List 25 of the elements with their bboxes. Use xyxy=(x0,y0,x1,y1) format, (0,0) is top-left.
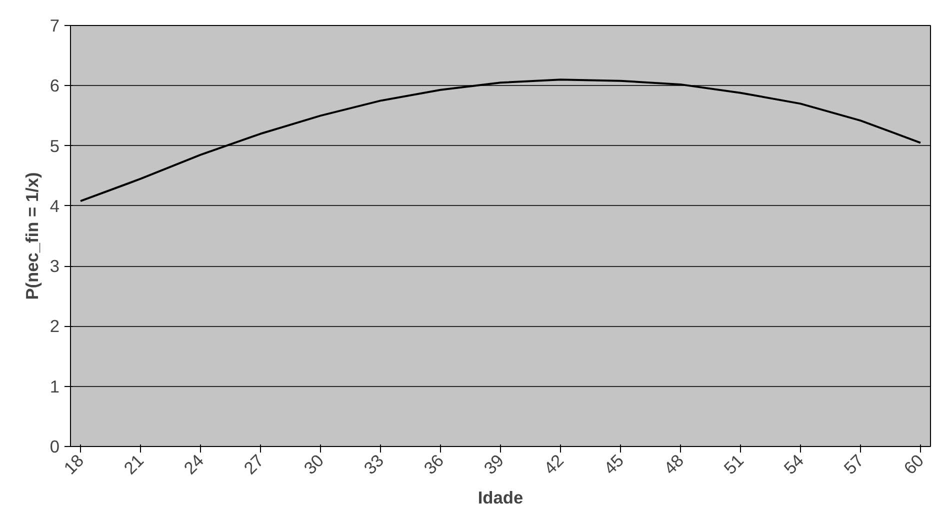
y-tick-label: 6 xyxy=(50,76,60,96)
y-tick-label: 4 xyxy=(50,196,60,216)
x-tick-label: 39 xyxy=(480,450,508,478)
x-tick-label: 36 xyxy=(420,450,448,478)
x-tick-label: 30 xyxy=(300,450,328,478)
x-tick-label: 18 xyxy=(60,450,88,478)
x-tick-label: 42 xyxy=(540,450,568,478)
x-tick-label: 33 xyxy=(360,450,388,478)
y-tick-label: 7 xyxy=(50,16,60,36)
x-tick-label: 60 xyxy=(900,450,928,478)
x-tick-label: 48 xyxy=(660,450,688,478)
x-tick-label: 45 xyxy=(600,450,628,478)
y-axis-title: P(nec_fin = 1/x) xyxy=(22,172,42,300)
y-tick-label: 2 xyxy=(50,316,60,336)
x-tick-label: 51 xyxy=(720,450,748,478)
y-tick-label: 1 xyxy=(50,376,60,396)
x-tick-label: 54 xyxy=(780,450,808,478)
y-tick-label: 0 xyxy=(50,436,60,456)
x-tick-label: 21 xyxy=(120,450,148,478)
y-tick-label: 3 xyxy=(50,256,60,276)
x-tick-label: 57 xyxy=(840,450,868,478)
x-tick-label: 27 xyxy=(240,450,268,478)
x-axis-title: Idade xyxy=(478,488,524,508)
y-tick-label: 5 xyxy=(50,136,60,156)
x-tick-label: 24 xyxy=(180,450,208,478)
